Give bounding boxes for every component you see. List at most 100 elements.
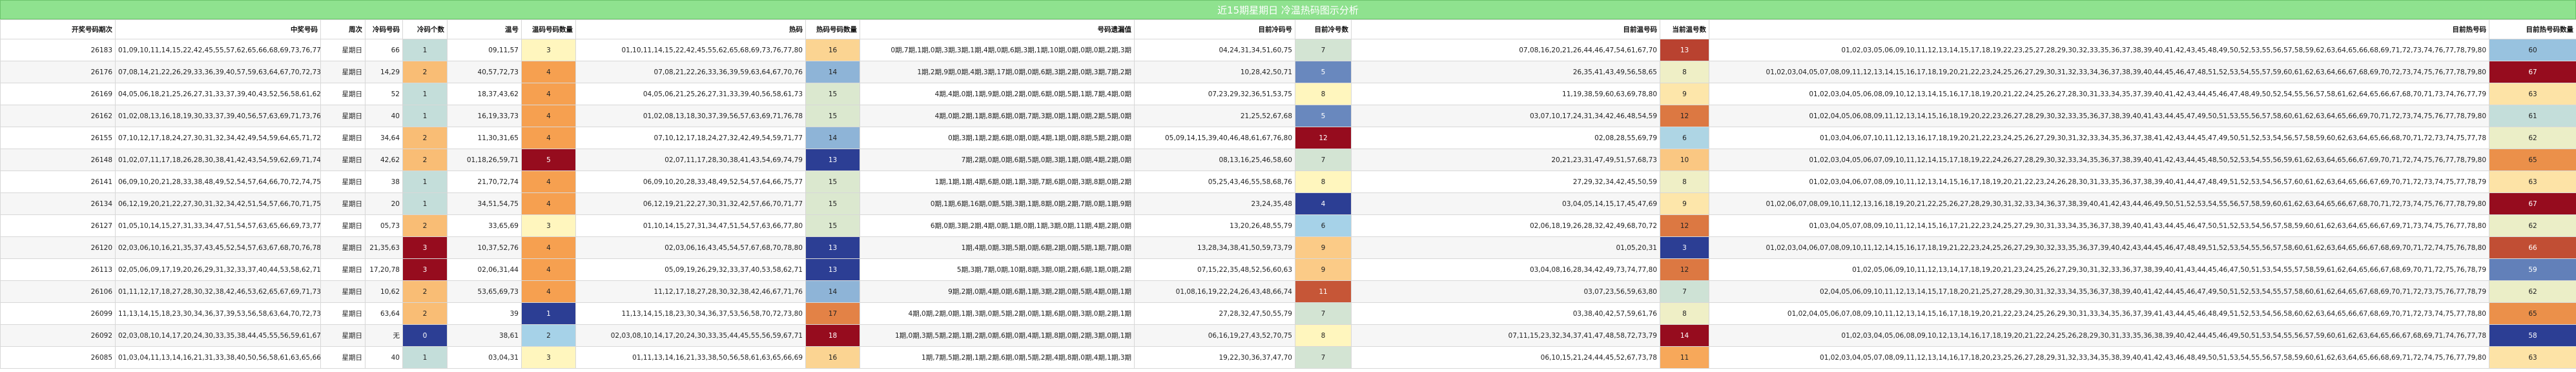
count-cell: 4 [521,83,576,105]
cell: 02,05,06,09,17,19,20,26,29,31,32,33,37,4… [115,258,321,281]
cell: 07,15,22,35,48,52,56,60,63 [1134,258,1295,281]
count-cell: 3 [521,346,576,369]
cell: 02,03,08,10,14,17,20,24,30,33,35,38,44,4… [115,324,321,347]
cell: 06,12,19,21,22,27,30,31,32,42,57,66,70,7… [575,192,806,215]
count-cell: 2 [402,302,448,325]
count-cell: 3 [521,39,576,61]
count-cell: 13 [805,149,860,171]
cell: 10,28,42,50,71 [1134,61,1295,83]
cell: 11,30,31,65 [447,127,522,149]
cell: 星期日 [320,39,366,61]
column-header: 号码遗漏值 [860,19,1135,39]
cell: 42,62 [365,149,403,171]
count-cell: 6 [1295,214,1352,237]
count-cell: 4 [521,280,576,303]
column-header: 冷码个数 [402,19,448,39]
cell: 1期,4期,0期,3期,5期,0期,6期,2期,0期,5期,1期,7期,0期 [860,236,1135,259]
cell: 01,09,10,11,14,15,22,42,45,55,57,62,65,6… [115,39,321,61]
cell: 26183 [0,39,116,61]
count-cell: 14 [805,127,860,149]
cell: 01,02,03,04,05,07,08,09,11,12,13,14,16,1… [1709,346,2489,369]
header-row: 开奖号码期次 中奖号码 周次 冷码号码 冷码个数 温号 温码号码数量 热码 热码号码数量 号码遗漏… [0,19,2576,39]
count-cell: 0 [402,324,448,347]
count-cell: 15 [805,170,860,193]
data-row: 26141 06,09,10,20,21,28,33,38,48,49,52,54… [0,170,2576,193]
data-row: 26113 02,05,06,09,17,19,20,26,29,31,32,33… [0,258,2576,281]
cell: 18,37,43,62 [447,83,522,105]
cell: 39 [447,302,522,325]
cell: 04,24,31,34,51,60,75 [1134,39,1295,61]
count-cell: 2 [402,61,448,83]
count-cell: 12 [1660,105,1709,127]
cell: 01,02,03,04,06,07,08,09,10,11,12,13,14,1… [1709,170,2489,193]
cell: 40 [365,346,403,369]
cell: 01,02,07,11,17,18,26,28,30,38,41,42,43,5… [115,149,321,171]
count-cell: 7 [1295,39,1352,61]
count-cell: 4 [521,170,576,193]
cell: 6期,0期,3期,2期,4期,0期,1期,0期,1期,3期,0期,11期,4期,… [860,214,1135,237]
count-cell: 14 [805,61,860,83]
count-cell: 8 [1660,302,1709,325]
cell: 26099 [0,302,116,325]
cell: 01,05,10,14,15,27,31,33,34,47,51,54,57,6… [115,214,321,237]
cell: 01,18,26,59,71 [447,149,522,171]
data-row: 26120 02,03,06,10,16,21,35,37,43,45,52,54… [0,236,2576,259]
data-row: 26176 07,08,14,21,22,26,29,33,36,39,40,57… [0,61,2576,83]
cell: 01,03,04,05,07,08,09,10,11,12,14,15,16,1… [1709,214,2489,237]
count-cell: 15 [805,214,860,237]
data-row: 26169 04,05,06,18,21,25,26,27,31,33,37,39… [0,83,2576,105]
count-cell: 59 [2489,258,2576,281]
cell: 09,11,57 [447,39,522,61]
count-cell: 58 [2489,324,2576,347]
cell: 66 [365,39,403,61]
count-cell: 16 [805,346,860,369]
data-row: 26092 02,03,08,10,14,17,20,24,30,33,35,38… [0,324,2576,347]
count-cell: 62 [2489,280,2576,303]
cell: 星期日 [320,105,366,127]
cell: 06,16,19,27,43,52,70,75 [1134,324,1295,347]
count-cell: 1 [402,105,448,127]
column-header: 开奖号码期次 [0,19,116,39]
count-cell: 67 [2489,61,2576,83]
column-header: 目前热号码数量 [2489,19,2576,39]
cell: 06,09,10,20,21,28,33,38,48,49,52,54,57,6… [115,170,321,193]
count-cell: 2 [402,149,448,171]
cell: 53,65,69,73 [447,280,522,303]
count-cell: 7 [1295,346,1352,369]
count-cell: 12 [1660,258,1709,281]
count-cell: 1 [402,83,448,105]
count-cell: 62 [2489,214,2576,237]
count-cell: 1 [402,39,448,61]
cell: 21,35,63 [365,236,403,259]
count-cell: 15 [805,83,860,105]
cell: 星期日 [320,170,366,193]
count-cell: 5 [521,149,576,171]
cell: 03,07,10,17,24,31,34,42,46,48,54,59 [1351,105,1660,127]
cell: 19,22,30,36,37,47,70 [1134,346,1295,369]
count-cell: 15 [805,105,860,127]
cell: 01,11,12,17,18,27,28,30,32,38,42,46,53,6… [115,280,321,303]
cell: 01,05,20,31 [1351,236,1660,259]
cell: 40 [365,105,403,127]
cell: 13,28,34,38,41,50,59,73,79 [1134,236,1295,259]
cell: 11,19,38,59,60,63,69,78,80 [1351,83,1660,105]
cell: 27,28,32,47,50,55,79 [1134,302,1295,325]
cell: 02,06,18,19,26,28,32,42,49,68,70,72 [1351,214,1660,237]
cell: 07,08,21,22,26,33,36,39,59,63,64,67,70,7… [575,61,806,83]
cell: 01,02,03,04,05,06,08,09,10,12,13,14,16,1… [1709,324,2489,347]
cell: 07,10,12,17,18,24,27,30,31,32,34,42,49,5… [115,127,321,149]
count-cell: 17 [805,302,860,325]
cell: 02,07,11,17,28,30,38,41,43,54,69,74,79 [575,149,806,171]
count-cell: 2 [402,214,448,237]
count-cell: 8 [1295,324,1352,347]
table-title: 近15期星期日 冷温热码图示分析 [0,0,2576,19]
cell: 星期日 [320,258,366,281]
cell: 23,24,35,48 [1134,192,1295,215]
cell: 02,04,05,06,09,10,11,12,13,14,15,17,18,2… [1709,280,2489,303]
count-cell: 7 [1295,149,1352,171]
cell: 26106 [0,280,116,303]
count-cell: 60 [2489,39,2576,61]
count-cell: 4 [521,105,576,127]
cell: 26134 [0,192,116,215]
count-cell: 1 [402,346,448,369]
